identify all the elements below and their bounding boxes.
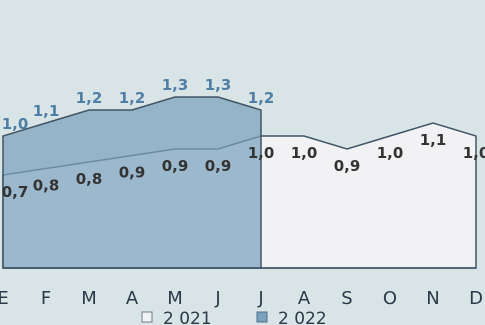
data-label-2021: 1,0 (248, 144, 275, 162)
data-label-2022: 1,3 (205, 76, 232, 94)
data-label-2021: 1,1 (420, 131, 447, 149)
x-tick-label: J (257, 288, 263, 309)
legend-swatch-2021 (141, 311, 153, 323)
legend-label-2021: 2 021 (163, 309, 212, 325)
area-series-group (2, 96, 477, 269)
data-label-2022: 1,2 (76, 89, 103, 107)
x-tick-label: M (167, 288, 183, 309)
legend: 2 021 2 022 (141, 309, 327, 325)
legend-label-2022: 2 022 (278, 309, 327, 325)
data-label-2021: 0,9 (119, 164, 146, 182)
x-tick-label: S (341, 288, 352, 309)
legend-swatch-2022 (256, 311, 268, 323)
data-label-2021: 1,0 (291, 144, 318, 162)
data-label-2021: 0,7 (2, 183, 29, 201)
data-label-2021: 0,9 (334, 157, 361, 175)
data-label-2022: 1,1 (33, 102, 60, 120)
data-label-2022: 1,0 (2, 115, 29, 133)
data-label-2022: 1,2 (248, 89, 275, 107)
data-label-2021: 1,0 (463, 144, 485, 162)
x-tick-label: D (469, 288, 483, 309)
data-label-2021: 1,0 (377, 144, 404, 162)
data-label-2021: 0,9 (162, 157, 189, 175)
x-tick-label: O (383, 288, 397, 309)
data-label-2022: 1,3 (162, 76, 189, 94)
x-tick-label: E (0, 288, 9, 309)
x-tick-label: A (298, 288, 311, 309)
x-tick-label: A (126, 288, 139, 309)
x-tick-label: N (426, 288, 439, 309)
data-label-2021: 0,8 (76, 170, 103, 188)
data-label-2022: 1,2 (119, 89, 146, 107)
data-label-group: 0,7 0,8 0,8 0,9 0,9 0,91,0 1,00,91,01,11,01,01… (2, 76, 485, 201)
x-tick-label: M (81, 288, 97, 309)
data-label-2021: 0,9 (205, 157, 232, 175)
x-tick-label: F (41, 288, 51, 309)
data-label-2021: 0,8 (33, 177, 60, 195)
x-tick-label: J (214, 288, 220, 309)
area-series-2022 (2, 96, 262, 269)
